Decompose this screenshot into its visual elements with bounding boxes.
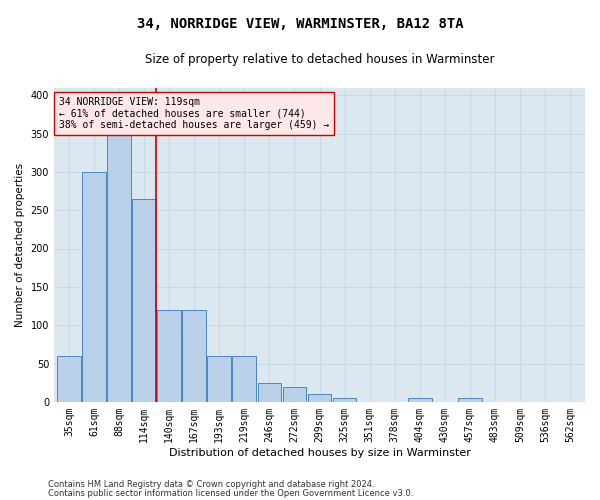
Bar bbox=[82, 172, 106, 402]
Bar bbox=[182, 310, 206, 402]
Bar bbox=[308, 394, 331, 402]
Title: Size of property relative to detached houses in Warminster: Size of property relative to detached ho… bbox=[145, 52, 494, 66]
X-axis label: Distribution of detached houses by size in Warminster: Distribution of detached houses by size … bbox=[169, 448, 470, 458]
Text: 34 NORRIDGE VIEW: 119sqm
← 61% of detached houses are smaller (744)
38% of semi-: 34 NORRIDGE VIEW: 119sqm ← 61% of detach… bbox=[59, 97, 329, 130]
Bar bbox=[257, 382, 281, 402]
Bar bbox=[133, 198, 156, 402]
Bar bbox=[57, 356, 81, 402]
Y-axis label: Number of detached properties: Number of detached properties bbox=[15, 162, 25, 326]
Text: 34, NORRIDGE VIEW, WARMINSTER, BA12 8TA: 34, NORRIDGE VIEW, WARMINSTER, BA12 8TA bbox=[137, 18, 463, 32]
Bar bbox=[458, 398, 482, 402]
Bar bbox=[107, 118, 131, 402]
Bar bbox=[283, 386, 307, 402]
Text: Contains HM Land Registry data © Crown copyright and database right 2024.: Contains HM Land Registry data © Crown c… bbox=[48, 480, 374, 489]
Bar bbox=[232, 356, 256, 402]
Bar bbox=[408, 398, 431, 402]
Bar bbox=[332, 398, 356, 402]
Text: Contains public sector information licensed under the Open Government Licence v3: Contains public sector information licen… bbox=[48, 489, 413, 498]
Bar bbox=[208, 356, 231, 402]
Bar bbox=[157, 310, 181, 402]
